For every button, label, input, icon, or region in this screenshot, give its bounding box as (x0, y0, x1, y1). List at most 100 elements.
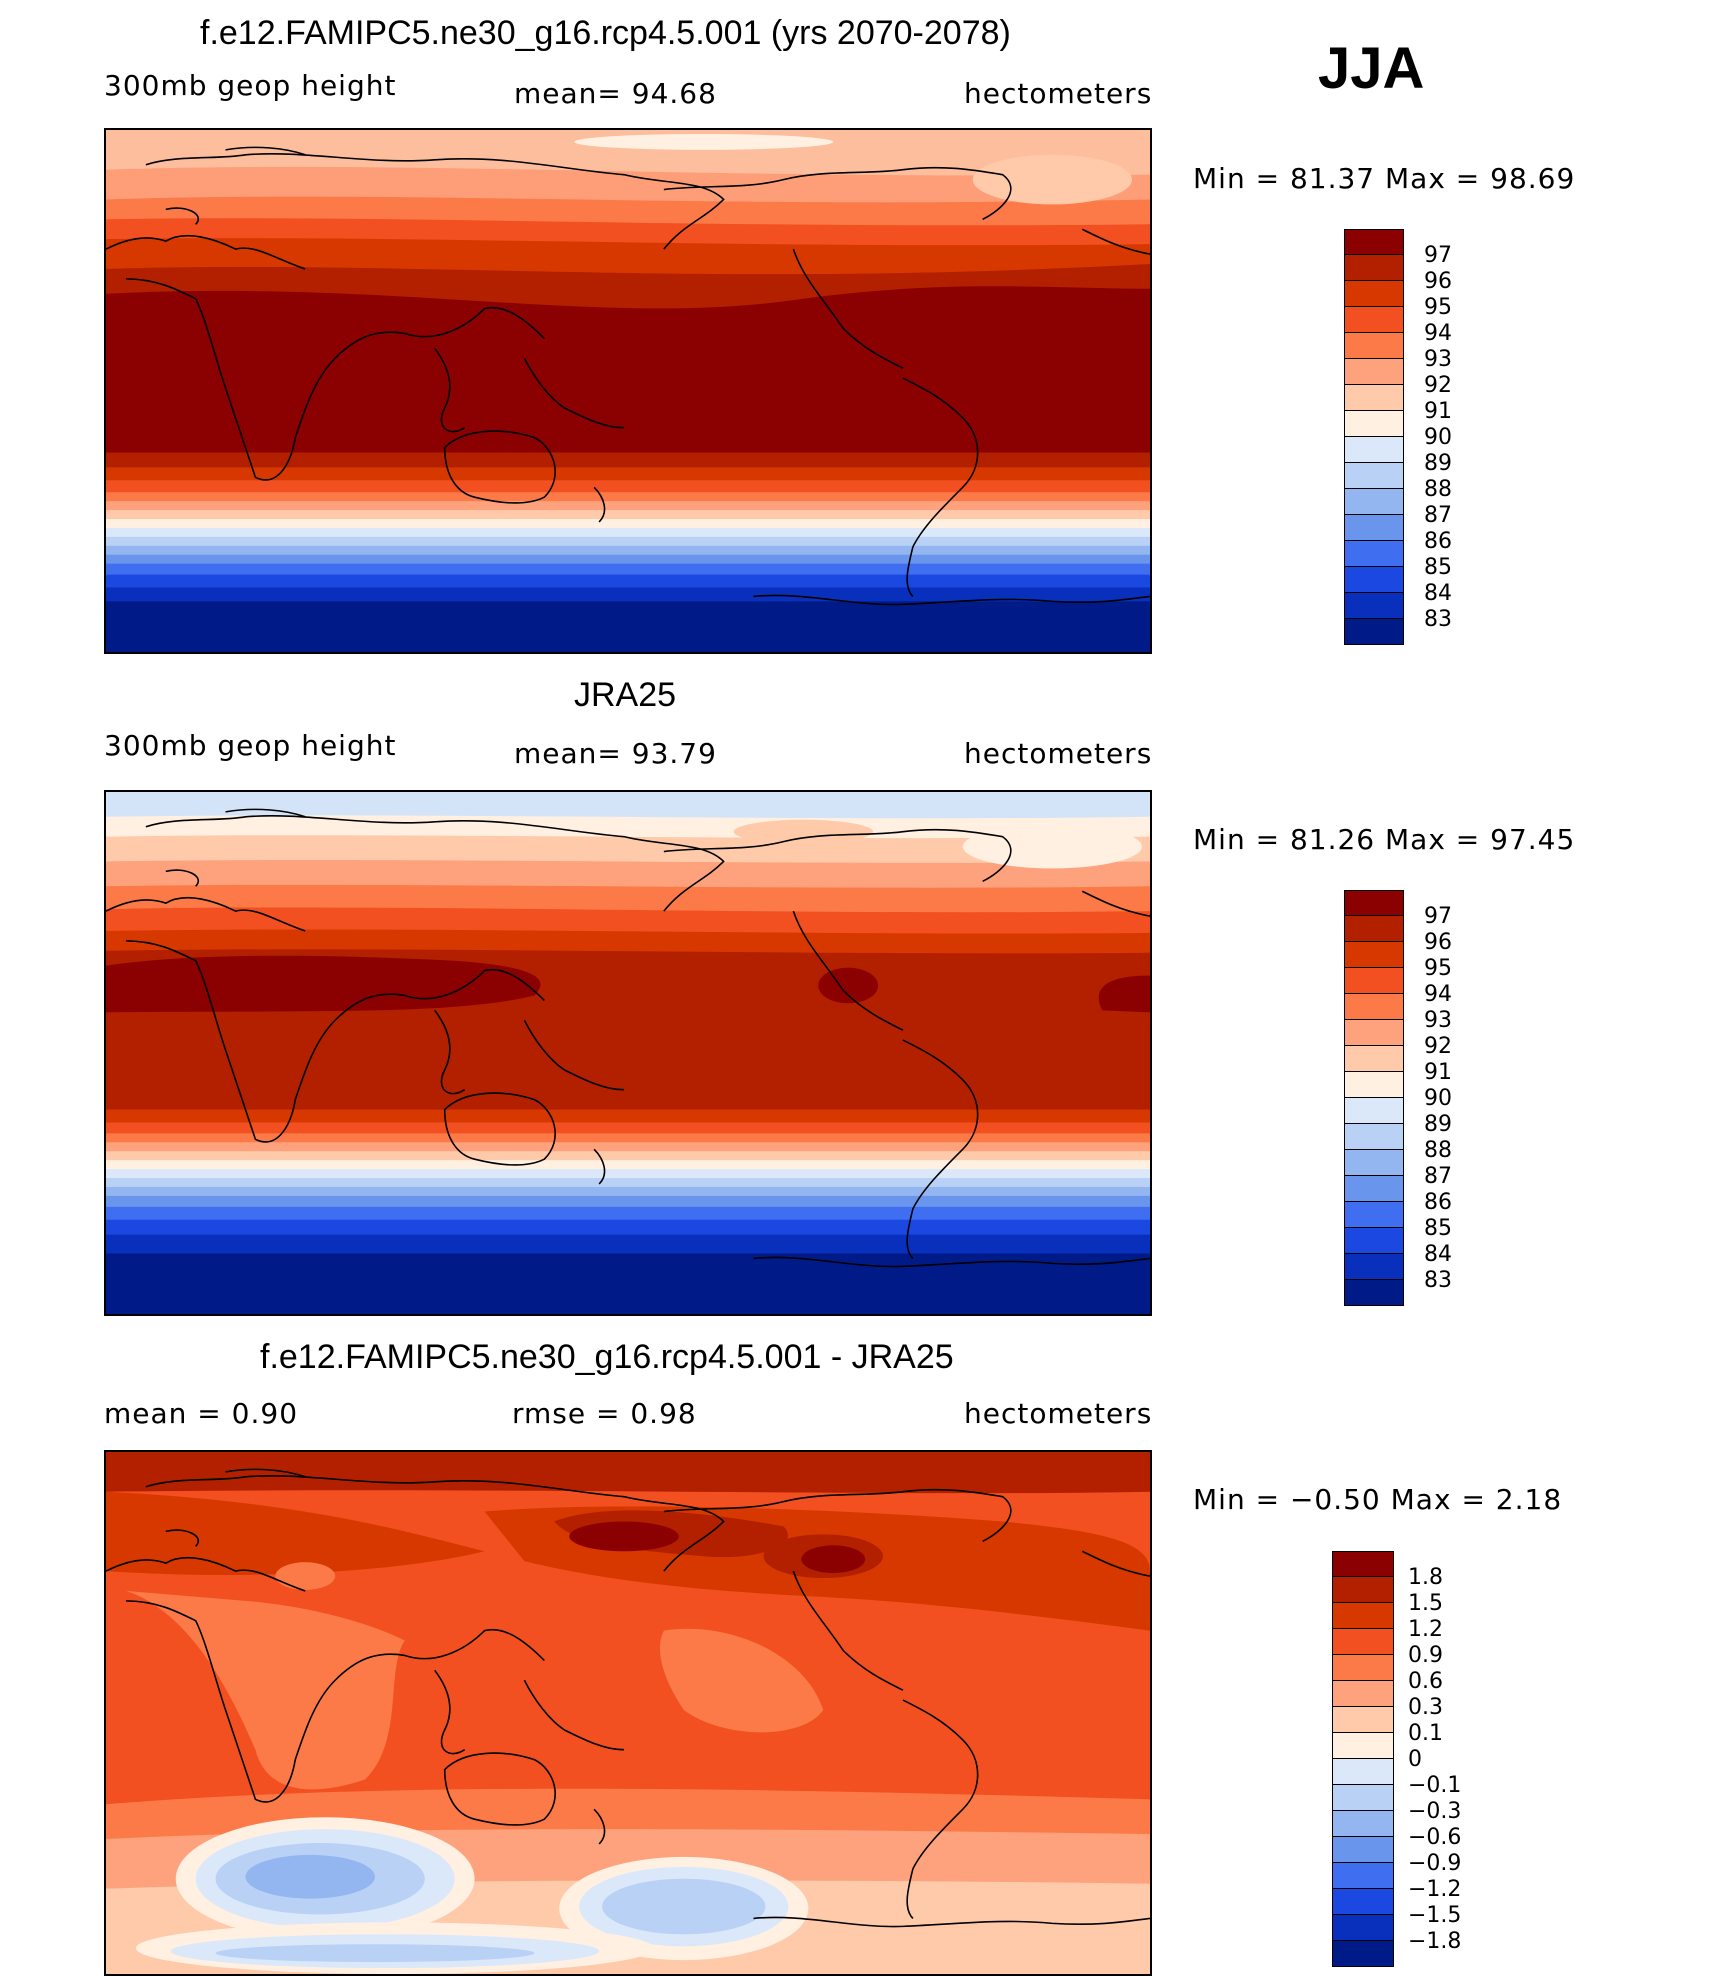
panel-2-tick: 83 (1424, 1268, 1452, 1293)
panel-1-contour-field (106, 130, 1150, 652)
panel-2-colorbar (1344, 890, 1404, 1306)
panel-3-swatch (1332, 1785, 1394, 1811)
panel-3-tick: 0 (1408, 1747, 1422, 1772)
panel-1-tick: 87 (1424, 503, 1452, 528)
panel-1-swatch (1344, 437, 1404, 463)
panel-3-mean-label: mean = 0.90 (104, 1397, 299, 1430)
panel-1-tick: 83 (1424, 607, 1452, 632)
panel-3-swatch (1332, 1863, 1394, 1889)
panel-3-swatch (1332, 1811, 1394, 1837)
panel-3-colorbar (1332, 1551, 1394, 1967)
panel-2-swatch (1344, 1020, 1404, 1046)
panel-1-swatch (1344, 463, 1404, 489)
panel-3-swatch (1332, 1759, 1394, 1785)
panel-3-contour-field (106, 1452, 1150, 1974)
panel-2-swatch (1344, 1202, 1404, 1228)
panel-2-mean-label: mean= 93.79 (514, 737, 717, 770)
panel-3-swatch (1332, 1629, 1394, 1655)
panel-2-swatch (1344, 994, 1404, 1020)
panel-2-tick: 95 (1424, 956, 1452, 981)
panel-2-coastlines (106, 808, 1150, 1268)
panel-3-swatch (1332, 1655, 1394, 1681)
panel-3-swatch (1332, 1551, 1394, 1577)
panel-1-swatch (1344, 307, 1404, 333)
panel-2-tick: 84 (1424, 1242, 1452, 1267)
panel-2-contour-field (106, 792, 1150, 1314)
panel-1-units-label: hectometers (964, 77, 1153, 110)
panel-2-swatch (1344, 968, 1404, 994)
panel-3-tick: 1.5 (1408, 1591, 1443, 1616)
panel-1-minmax: Min = 81.37 Max = 98.69 (1193, 162, 1576, 195)
panel-2-tick: 85 (1424, 1216, 1452, 1241)
panel-2-tick: 86 (1424, 1190, 1452, 1215)
panel-3-tick: 0.6 (1408, 1669, 1443, 1694)
season-label: JJA (1318, 36, 1425, 101)
panel-2-swatch (1344, 916, 1404, 942)
panel-3-swatch (1332, 1941, 1394, 1967)
panel-1-tick: 88 (1424, 477, 1452, 502)
panel-1-tick: 90 (1424, 425, 1452, 450)
panel-3-swatch (1332, 1889, 1394, 1915)
panel-2-minmax: Min = 81.26 Max = 97.45 (1193, 823, 1576, 856)
panel-2-swatch (1344, 1280, 1404, 1306)
panel-3-swatch (1332, 1733, 1394, 1759)
panel-1-mean-label: mean= 94.68 (514, 77, 717, 110)
panel-3-swatch (1332, 1837, 1394, 1863)
panel-1-tick: 85 (1424, 555, 1452, 580)
panel-1-swatch (1344, 359, 1404, 385)
panel-1-swatch (1344, 593, 1404, 619)
panel-2-swatch (1344, 1228, 1404, 1254)
panel-2-swatch (1344, 1150, 1404, 1176)
panel-2-tick: 89 (1424, 1112, 1452, 1137)
panel-2-swatch (1344, 890, 1404, 916)
panel-2-tick: 91 (1424, 1060, 1452, 1085)
panel-1-variable-label: 300mb geop height (104, 69, 397, 102)
panel-3-tick: −0.6 (1408, 1825, 1462, 1850)
panel-1-swatch (1344, 255, 1404, 281)
panel-2-map (104, 790, 1152, 1316)
panel-1-tick: 89 (1424, 451, 1452, 476)
panel-3-swatch (1332, 1603, 1394, 1629)
panel-2-tick: 94 (1424, 982, 1452, 1007)
panel-1-tick: 95 (1424, 295, 1452, 320)
panel-2-swatch (1344, 1124, 1404, 1150)
panel-1-swatch (1344, 541, 1404, 567)
panel-1-swatch (1344, 411, 1404, 437)
panel-3-swatch (1332, 1707, 1394, 1733)
panel-3-tick: −0.9 (1408, 1851, 1462, 1876)
panel-2-variable-label: 300mb geop height (104, 729, 397, 762)
panel-2-swatch (1344, 942, 1404, 968)
panel-2-tick: 92 (1424, 1034, 1452, 1059)
panel-3-minmax: Min = −0.50 Max = 2.18 (1193, 1483, 1563, 1516)
panel-2-tick: 93 (1424, 1008, 1452, 1033)
panel-1-swatch (1344, 619, 1404, 645)
panel-3-swatch (1332, 1577, 1394, 1603)
panel-1-tick: 84 (1424, 581, 1452, 606)
panel-1-swatch (1344, 515, 1404, 541)
panel-2-swatch (1344, 1046, 1404, 1072)
panel-1-swatch (1344, 567, 1404, 593)
panel-3-units-label: hectometers (964, 1397, 1153, 1430)
panel-2-tick: 97 (1424, 904, 1452, 929)
panel-3-swatch (1332, 1681, 1394, 1707)
panel-1-map (104, 128, 1152, 654)
panel-1-coastlines (106, 146, 1150, 606)
panel-3-tick: 0.1 (1408, 1721, 1443, 1746)
panel-3-tick: −1.8 (1408, 1929, 1462, 1954)
panel-1-tick: 93 (1424, 347, 1452, 372)
panel-1-swatch (1344, 385, 1404, 411)
panel-1-tick: 97 (1424, 243, 1452, 268)
panel-1-tick: 96 (1424, 269, 1452, 294)
panel-1-swatch (1344, 333, 1404, 359)
panel-2-tick: 96 (1424, 930, 1452, 955)
panel-3-tick: −1.2 (1408, 1877, 1462, 1902)
panel-1-tick: 91 (1424, 399, 1452, 424)
panel-2-tick: 90 (1424, 1086, 1452, 1111)
panel-2-swatch (1344, 1254, 1404, 1280)
panel-2-swatch (1344, 1072, 1404, 1098)
panel-1-tick: 86 (1424, 529, 1452, 554)
panel-1-tick: 94 (1424, 321, 1452, 346)
panel-1-tick: 92 (1424, 373, 1452, 398)
panel-3-tick: 0.3 (1408, 1695, 1443, 1720)
panel-2-title: JRA25 (574, 676, 677, 714)
